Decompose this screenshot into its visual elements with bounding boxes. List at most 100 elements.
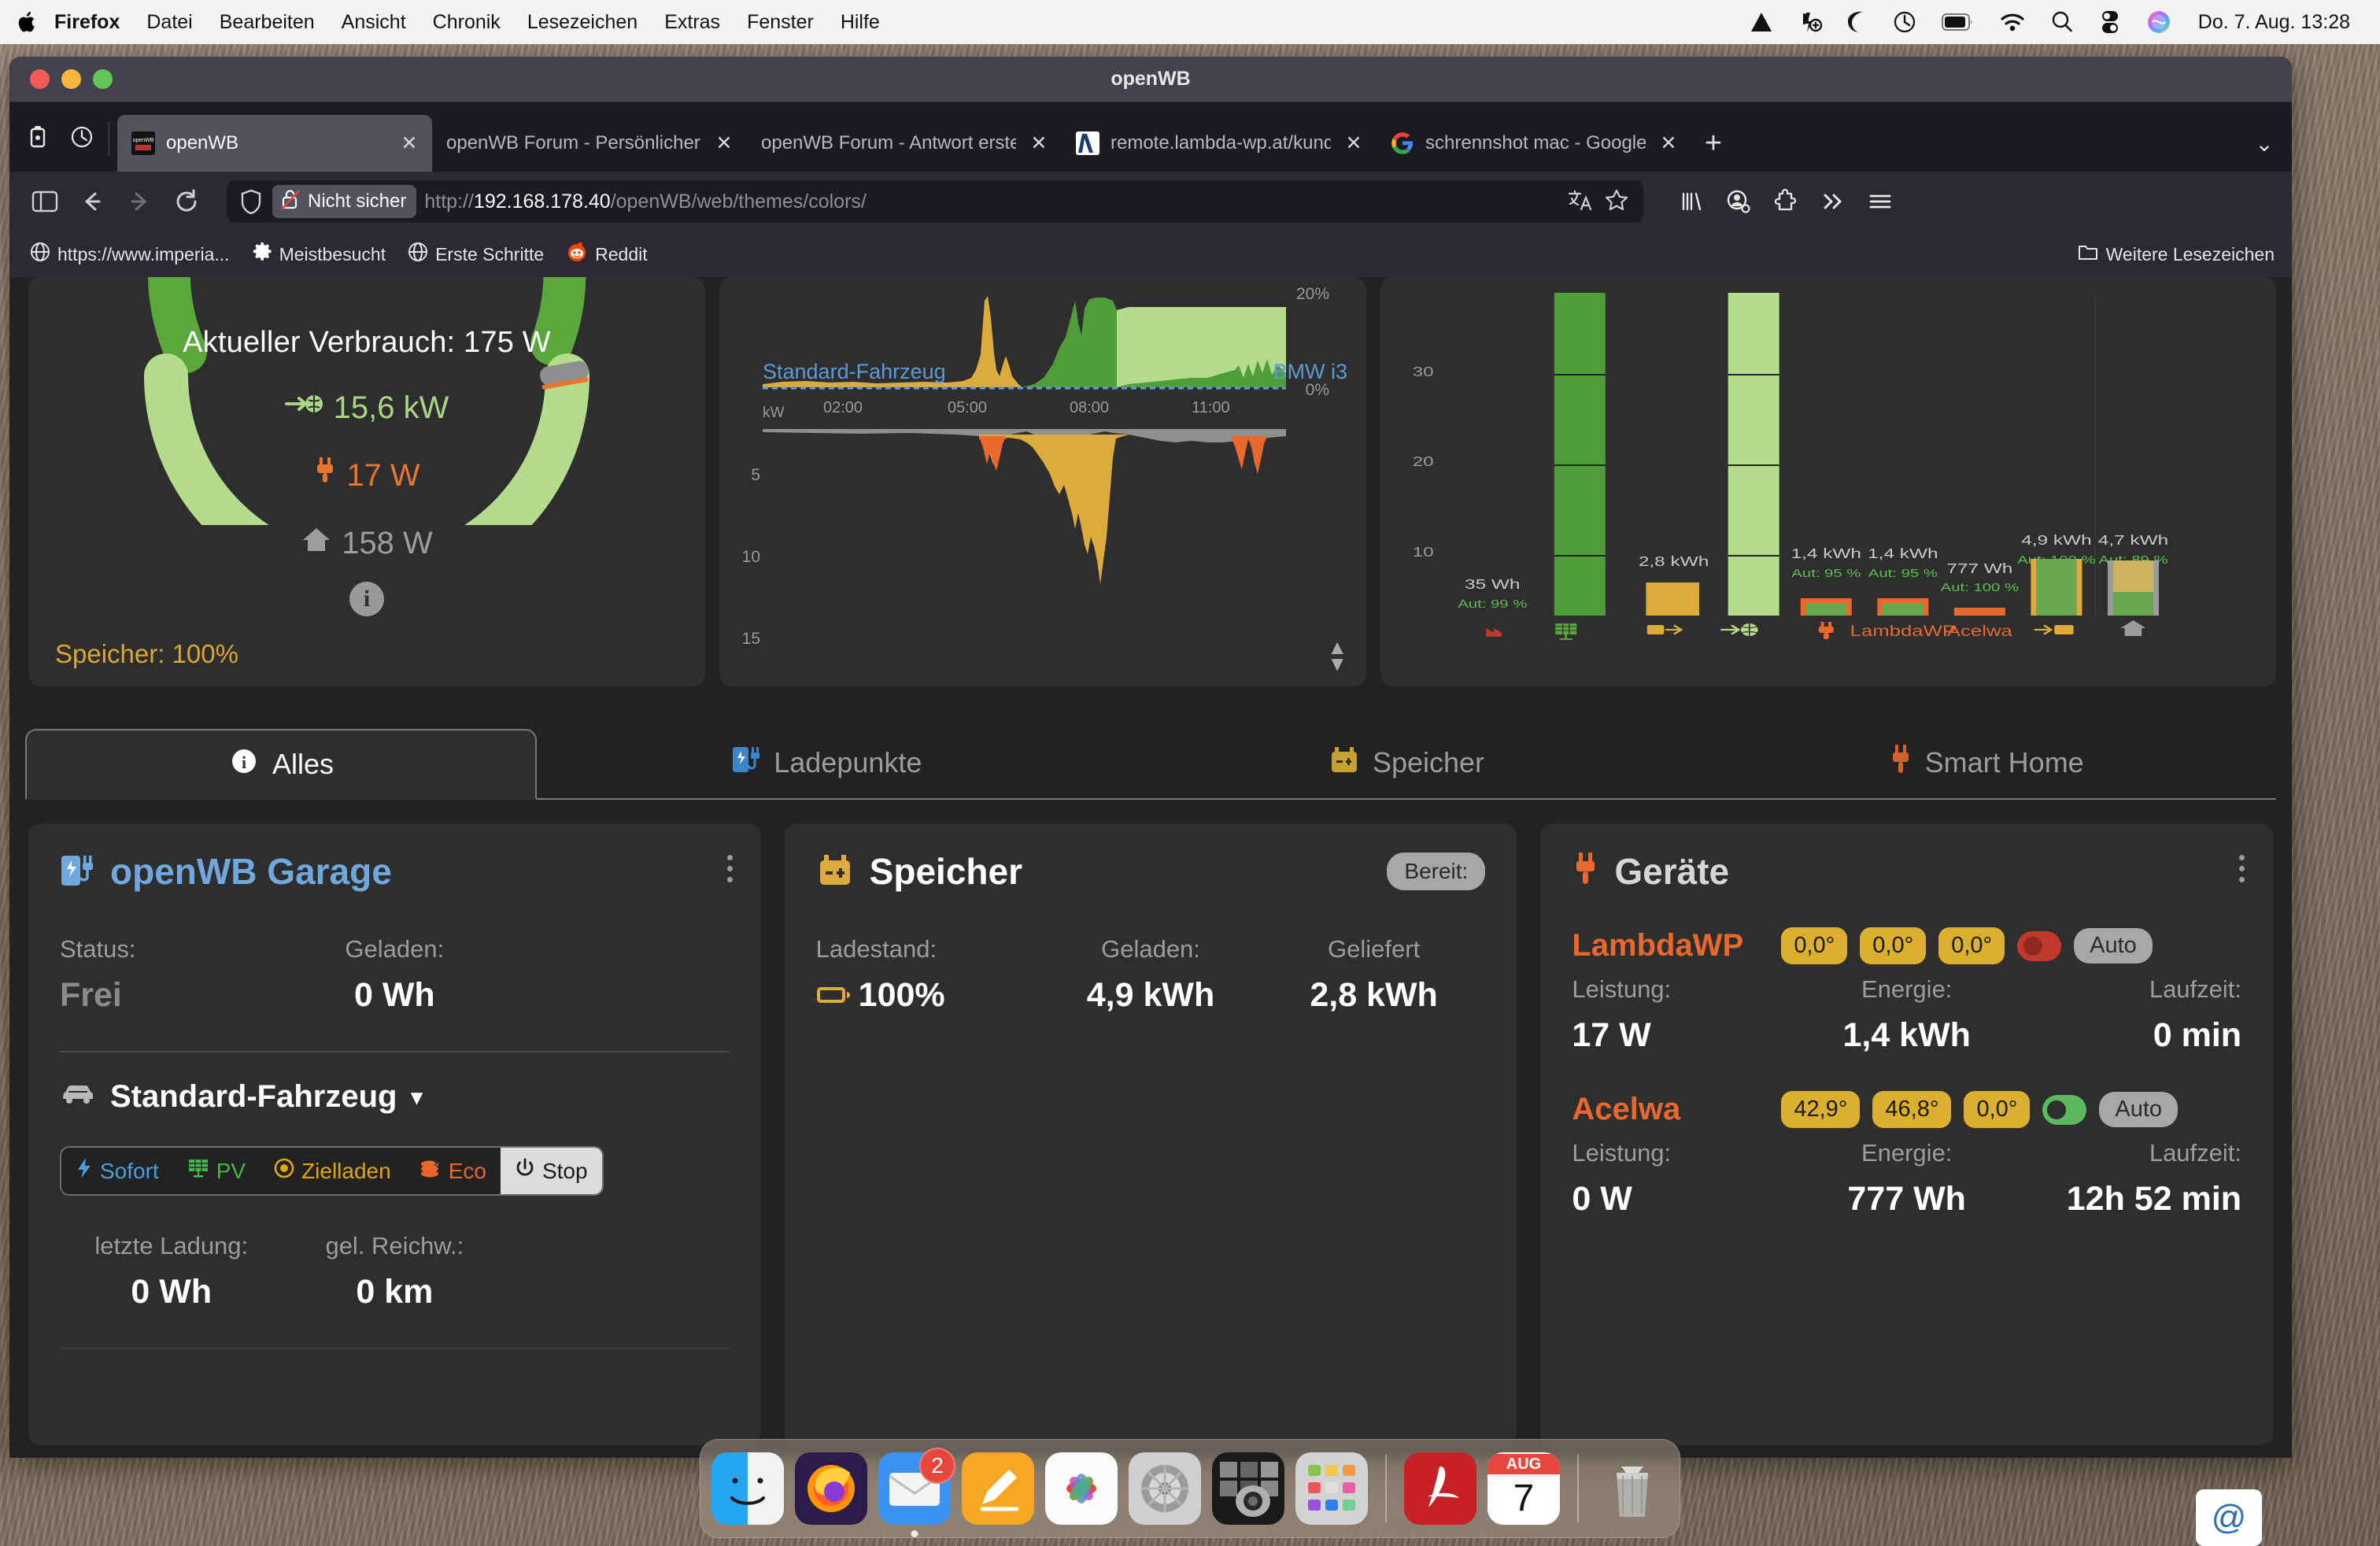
launchpad-icon[interactable] xyxy=(1295,1452,1368,1525)
devices-card-menu-icon[interactable] xyxy=(2239,855,2245,882)
firefox-icon[interactable] xyxy=(795,1452,867,1525)
overflow-icon[interactable] xyxy=(1812,180,1854,223)
apple-logo-icon[interactable] xyxy=(17,10,38,34)
url-path: /openWB/web/themes/colors/ xyxy=(610,190,867,213)
new-tab-button[interactable]: + xyxy=(1704,126,1723,160)
close-icon[interactable]: ✕ xyxy=(1660,132,1677,154)
trash-icon[interactable] xyxy=(1596,1452,1669,1525)
finder-icon[interactable] xyxy=(711,1452,784,1525)
chart-scroll-spinner[interactable]: ▲ ▼ xyxy=(1327,635,1347,676)
close-icon[interactable]: ✕ xyxy=(1345,132,1362,154)
sidebar-toggle-icon[interactable] xyxy=(24,180,66,223)
menu-item-lesezeichen[interactable]: Lesezeichen xyxy=(527,11,638,33)
minimize-window-button[interactable] xyxy=(61,69,81,89)
tab-openwb-forum-antwort[interactable]: openWB Forum - Antwort erstellen ✕ xyxy=(747,115,1062,172)
menu-item-chronik[interactable]: Chronik xyxy=(432,11,501,33)
search-icon[interactable] xyxy=(2038,0,2086,44)
bookmark-meistbesucht[interactable]: Meistbesucht xyxy=(242,237,396,272)
charge-mode-buttons[interactable]: Sofort PV Zielladen xyxy=(60,1146,604,1196)
close-icon[interactable]: ✕ xyxy=(401,132,418,154)
screenshot-icon[interactable] xyxy=(1212,1452,1284,1525)
tab-google-search[interactable]: schrennshot mac - Google Such ✕ xyxy=(1377,115,1691,172)
security-indicator[interactable]: Nicht sicher xyxy=(272,185,417,218)
macos-menu-bar: Firefox Datei Bearbeiten Ansicht Chronik… xyxy=(0,0,2380,44)
url-text[interactable]: http://192.168.178.40/openWB/web/themes/… xyxy=(424,190,866,213)
close-icon[interactable]: ✕ xyxy=(715,132,733,154)
tracking-shield-icon[interactable] xyxy=(238,188,264,215)
triangle-icon[interactable] xyxy=(1737,0,1786,44)
reload-button[interactable] xyxy=(165,180,208,223)
battery-icon[interactable] xyxy=(1929,0,1987,44)
bookmark-reddit[interactable]: Reddit xyxy=(556,236,656,272)
power-value: 0 W xyxy=(1572,1180,1632,1218)
account-icon[interactable] xyxy=(1717,180,1760,223)
svg-text:20: 20 xyxy=(1413,453,1434,469)
vehicle-selector[interactable]: Standard-Fahrzeug ▾ xyxy=(60,1079,730,1115)
library-icon[interactable] xyxy=(1670,180,1713,223)
controlcenter-icon[interactable] xyxy=(2086,0,2134,44)
mode-stop[interactable]: Stop xyxy=(500,1148,602,1194)
mode-eco[interactable]: Eco xyxy=(405,1148,501,1194)
garage-card-title: openWB Garage xyxy=(110,851,392,892)
timemachine-icon[interactable] xyxy=(1880,0,1929,44)
list-all-tabs-icon[interactable]: ⌄ xyxy=(2255,131,2274,156)
mail-icon[interactable]: 2 xyxy=(878,1448,955,1537)
window-controls[interactable] xyxy=(9,69,113,89)
garage-card-menu-icon[interactable] xyxy=(726,855,733,882)
menu-item-extras[interactable]: Extras xyxy=(664,11,721,33)
close-icon[interactable]: ✕ xyxy=(1030,132,1048,154)
chart-label-left-vehicle: Standard-Fahrzeug xyxy=(763,360,946,383)
forward-button[interactable] xyxy=(118,180,161,223)
bookmark-star-icon[interactable] xyxy=(1604,188,1629,216)
menu-item-ansicht[interactable]: Ansicht xyxy=(341,11,406,33)
close-window-button[interactable] xyxy=(30,69,50,89)
notes-icon[interactable] xyxy=(962,1452,1034,1525)
tab-alles[interactable]: i Alles xyxy=(25,729,537,800)
tab-smart-home[interactable]: Smart Home xyxy=(1696,727,2276,798)
extensions-icon[interactable] xyxy=(1765,180,1807,223)
firefox-view-icon[interactable] xyxy=(16,102,60,172)
menu-item-hilfe[interactable]: Hilfe xyxy=(840,11,880,33)
menu-item-fenster[interactable]: Fenster xyxy=(747,11,814,33)
device-status-led[interactable] xyxy=(2017,930,2062,961)
menu-icon[interactable] xyxy=(1859,180,1901,223)
translate-icon[interactable] xyxy=(1568,188,1593,216)
mode-pv[interactable]: PV xyxy=(173,1148,260,1194)
menu-item-firefox[interactable]: Firefox xyxy=(54,11,120,33)
device-metrics: Leistung: 17 W Energie: 1,4 kWh Laufzeit… xyxy=(1572,975,2241,1055)
recent-tabs-icon[interactable] xyxy=(60,102,104,172)
tab-remote-lambda-wp[interactable]: remote.lambda-wp.at/kunde/sho ✕ xyxy=(1062,115,1377,172)
device-status-led[interactable] xyxy=(2042,1094,2087,1125)
moon-icon[interactable] xyxy=(1835,0,1880,44)
photos-icon[interactable] xyxy=(1045,1452,1118,1525)
siri-icon[interactable] xyxy=(2134,0,2184,44)
device-mode-badge[interactable]: Auto xyxy=(2074,928,2153,963)
other-bookmarks[interactable]: Weitere Lesezeichen xyxy=(2078,242,2281,266)
url-bar[interactable]: Nicht sicher http://192.168.178.40/openW… xyxy=(227,180,1643,223)
bookmark-imperia[interactable]: https://www.imperia... xyxy=(20,237,239,272)
openwb-dashboard: Aktueller Verbrauch: 175 W 15,6 kW 17 W xyxy=(9,277,2292,1458)
back-button[interactable] xyxy=(71,180,113,223)
lock-broken-icon xyxy=(280,187,301,216)
energy-label: Energie: xyxy=(1861,975,1953,1003)
tab-ladepunkte[interactable]: Ladepunkte xyxy=(537,727,1117,798)
menu-item-datei[interactable]: Datei xyxy=(146,11,193,33)
mode-sofort[interactable]: Sofort xyxy=(61,1148,173,1194)
system-settings-icon[interactable] xyxy=(1129,1452,1201,1525)
wifi-icon[interactable] xyxy=(1987,0,2038,44)
menu-item-bearbeiten[interactable]: Bearbeiten xyxy=(219,11,315,33)
menubar-clock[interactable]: Do. 7. Aug. 13:28 xyxy=(2197,10,2350,33)
bookmark-erste-schritte[interactable]: Erste Schritte xyxy=(398,237,553,272)
maximize-window-button[interactable] xyxy=(93,69,113,89)
gauge-device-value: 17 W xyxy=(346,457,420,493)
tab-openwb-forum-persoenlicher[interactable]: openWB Forum - Persönlicher Bereic ✕ xyxy=(432,115,747,172)
shortcuts-icon[interactable] xyxy=(1786,0,1835,44)
tab-speicher[interactable]: Speicher xyxy=(1117,727,1697,798)
info-icon[interactable]: i xyxy=(349,582,384,616)
mode-zielladen[interactable]: Zielladen xyxy=(260,1148,405,1194)
tab-openwb[interactable]: openWB openWB ✕ xyxy=(117,115,432,172)
chevron-down-icon[interactable]: ▾ xyxy=(411,1085,423,1109)
acrobat-icon[interactable] xyxy=(1404,1452,1476,1525)
calendar-icon[interactable]: AUG 7 xyxy=(1488,1452,1560,1525)
device-mode-badge[interactable]: Auto xyxy=(2099,1092,2179,1127)
